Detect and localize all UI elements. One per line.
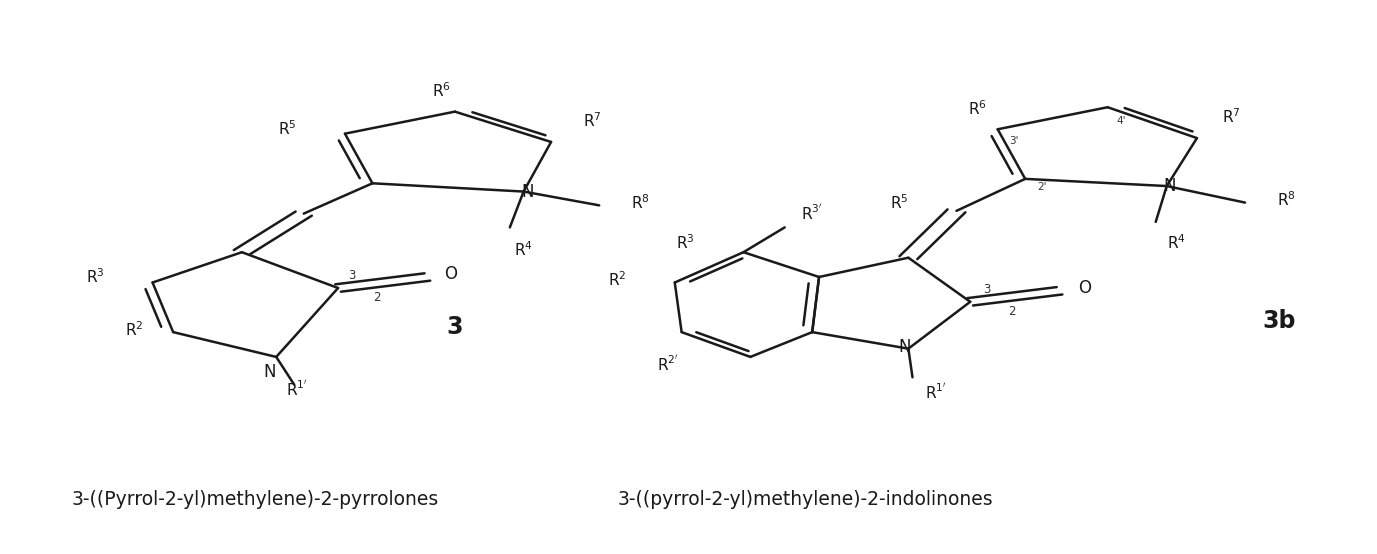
Text: R$^{8}$: R$^{8}$ [1276, 191, 1296, 209]
Text: 2: 2 [1008, 305, 1015, 318]
Text: R$^{2'}$: R$^{2'}$ [657, 355, 679, 374]
Text: 3-((Pyrrol-2-yl)methylene)-2-pyrrolones: 3-((Pyrrol-2-yl)methylene)-2-pyrrolones [72, 490, 439, 509]
Text: R$^{6}$: R$^{6}$ [968, 99, 986, 117]
Text: N: N [263, 363, 275, 381]
Text: R$^{3}$: R$^{3}$ [85, 268, 105, 286]
Text: R$^{4}$: R$^{4}$ [1166, 233, 1186, 252]
Text: 2: 2 [373, 291, 380, 305]
Text: O: O [1078, 279, 1091, 297]
Text: 4': 4' [1117, 116, 1126, 126]
Text: N: N [1164, 177, 1176, 195]
Text: R$^{3}$: R$^{3}$ [676, 233, 695, 252]
Text: R$^{1'}$: R$^{1'}$ [286, 379, 307, 398]
Text: 3': 3' [1009, 136, 1019, 146]
Text: R$^{7}$: R$^{7}$ [582, 112, 602, 130]
Text: O: O [445, 265, 457, 283]
Text: 3b: 3b [1263, 309, 1296, 333]
Text: R$^{7}$: R$^{7}$ [1221, 108, 1241, 126]
Text: N: N [898, 338, 910, 356]
Text: R$^{5}$: R$^{5}$ [890, 193, 907, 212]
Text: R$^{4}$: R$^{4}$ [514, 240, 533, 259]
Text: 3-((pyrrol-2-yl)methylene)-2-indolinones: 3-((pyrrol-2-yl)methylene)-2-indolinones [617, 490, 993, 509]
Text: 3: 3 [348, 269, 355, 283]
Text: R$^{6}$: R$^{6}$ [432, 81, 450, 100]
Text: R$^{2}$: R$^{2}$ [607, 270, 627, 289]
Text: 2': 2' [1037, 182, 1047, 192]
Text: 3: 3 [983, 283, 990, 296]
Text: R$^{2}$: R$^{2}$ [125, 320, 145, 338]
Text: N: N [522, 183, 534, 201]
Text: R$^{3'}$: R$^{3'}$ [801, 204, 823, 223]
Text: R$^{8}$: R$^{8}$ [631, 193, 650, 212]
Text: R$^{1'}$: R$^{1'}$ [925, 383, 946, 402]
Text: R$^{5}$: R$^{5}$ [278, 119, 296, 137]
Text: 3: 3 [446, 315, 463, 338]
